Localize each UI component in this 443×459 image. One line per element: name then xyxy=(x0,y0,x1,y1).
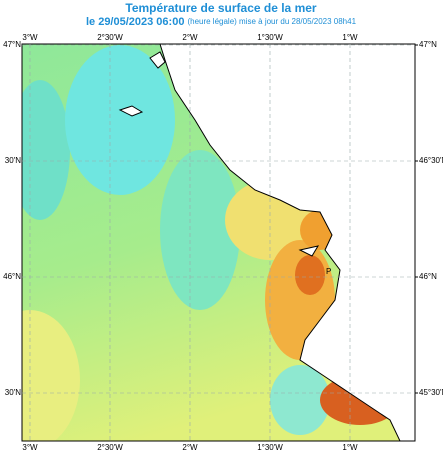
lon-label-top: 2°W xyxy=(182,33,198,42)
land xyxy=(159,44,415,441)
lat-label-right: 47°N xyxy=(419,40,437,49)
lon-label-bottom: 2°30'W xyxy=(97,443,123,452)
island xyxy=(118,105,144,117)
lat-label-right: 46°N xyxy=(419,272,437,281)
sst-field: P xyxy=(22,44,415,441)
lon-label-top: 3°W xyxy=(22,33,38,42)
lon-label-top: 1°W xyxy=(342,33,358,42)
lat-label-left: 30'N xyxy=(5,388,21,397)
frame xyxy=(21,43,416,442)
warm-patch xyxy=(22,310,80,441)
date: le 29/05/2023 06:00 xyxy=(86,16,184,28)
lat-label-left: 46°N xyxy=(3,272,21,281)
title: Température de surface de la mer xyxy=(125,1,317,15)
subtitle: le 29/05/2023 06:00 (heure légale) mise à… xyxy=(86,16,357,28)
cool-patch xyxy=(22,80,70,220)
graticule: 3°W 3°W 2°30'W 2°30'W 2°W 2°W 1°30'W 1°30'W 1°W 1… xyxy=(3,33,443,452)
lat-label-right: 46°30'N xyxy=(419,156,443,165)
update-note: (heure légale) mise à jour du 28/05/2023… xyxy=(187,17,356,26)
cool-patch xyxy=(270,365,330,435)
cool-patch xyxy=(160,150,240,310)
island xyxy=(298,245,320,257)
island xyxy=(149,51,166,69)
place-label: P xyxy=(326,267,331,276)
lon-label-bottom: 3°W xyxy=(22,443,38,452)
lon-label-bottom: 1°30'W xyxy=(257,443,283,452)
hot-patch xyxy=(295,255,325,295)
lon-label-bottom: 2°W xyxy=(182,443,198,452)
lat-label-right: 45°30'N xyxy=(419,388,443,397)
lon-label-top: 1°30'W xyxy=(257,33,283,42)
lat-label-left: 47°N xyxy=(3,40,21,49)
lon-label-top: 2°30'W xyxy=(97,33,123,42)
lon-label-bottom: 1°W xyxy=(342,443,358,452)
cool-patch xyxy=(65,45,175,195)
lat-label-left: 30'N xyxy=(5,156,21,165)
